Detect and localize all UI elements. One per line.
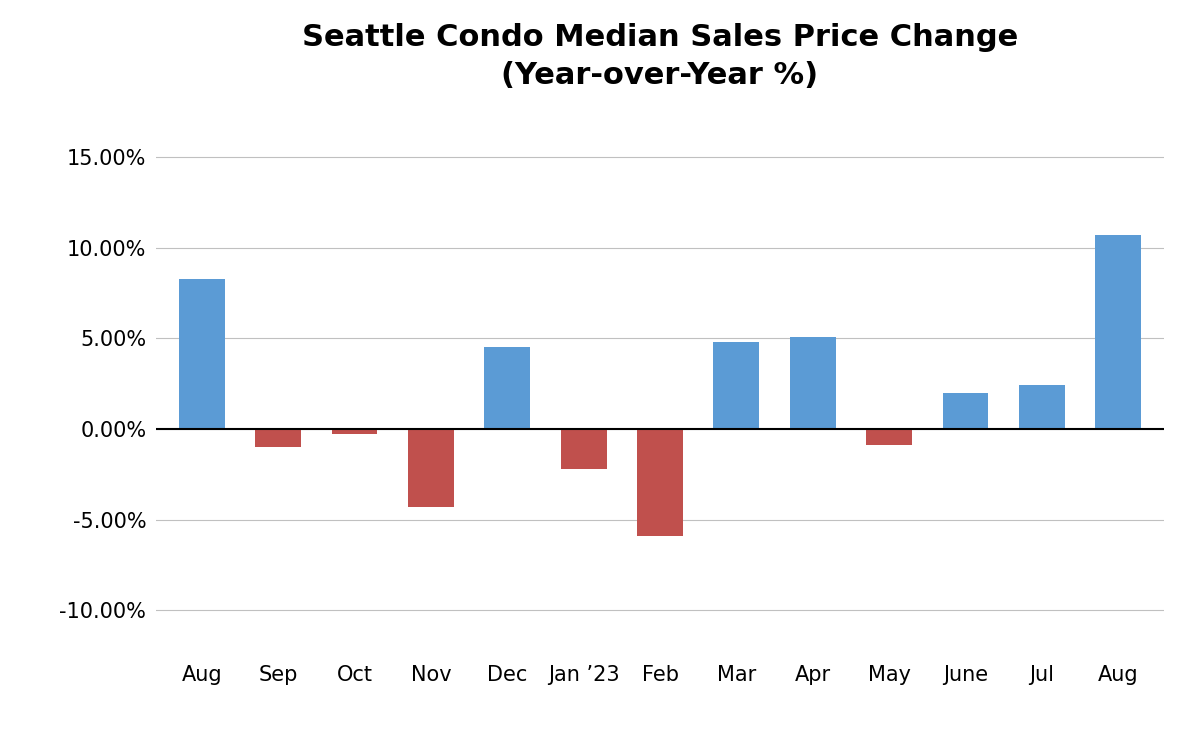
Bar (790, 337, 835, 429)
Bar (637, 429, 683, 536)
Bar (408, 429, 454, 507)
Bar (866, 429, 912, 446)
Title: Seattle Condo Median Sales Price Change
(Year-over-Year %): Seattle Condo Median Sales Price Change … (302, 23, 1018, 90)
Bar (179, 279, 224, 429)
Bar (256, 429, 301, 447)
Bar (942, 393, 989, 429)
Bar (714, 342, 760, 429)
Bar (485, 347, 530, 429)
Bar (1096, 235, 1141, 429)
Bar (560, 429, 606, 469)
Bar (331, 429, 378, 434)
Bar (1019, 385, 1064, 429)
